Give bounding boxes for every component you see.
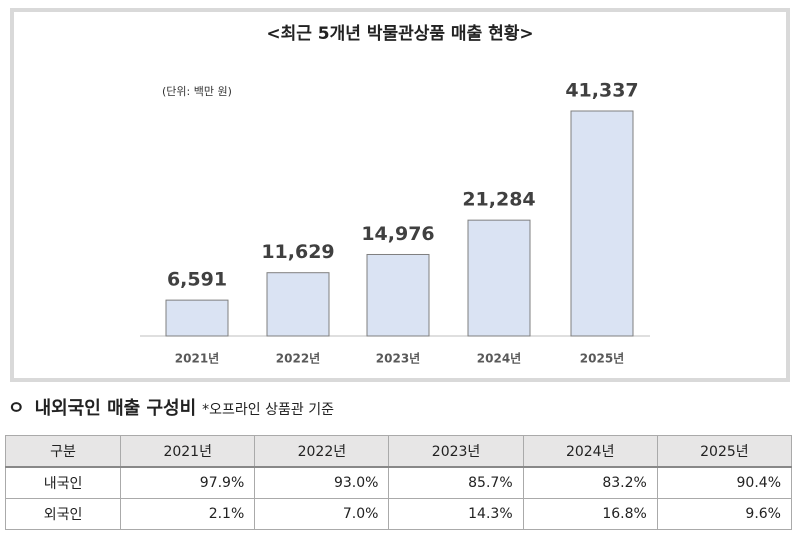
section-title: 내외국인 매출 구성비 [34, 398, 197, 419]
bar [467, 219, 531, 337]
x-tick-label: 2025년 [580, 352, 624, 366]
header-cell: 2024년 [522, 435, 658, 468]
table-cell: 2.1% [120, 498, 256, 530]
header-row: 구분 2021년 2022년 2023년 2024년 2025년 [4, 435, 793, 468]
section-note: *오프라인 상품관 기준 [202, 402, 334, 418]
table-cell: 9.6% [656, 498, 793, 530]
table-cell: 85.7% [388, 466, 524, 499]
table-cell: 90.4% [656, 466, 793, 499]
unit-note: (단위: 백만 원) [162, 85, 232, 98]
x-tick-label: 2022년 [276, 352, 320, 366]
x-tick-label: 2024년 [477, 352, 521, 366]
table-body: 내국인 97.9% 93.0% 85.7% 83.2% 90.4% 외국인 2.1% 7.0% 1… [4, 466, 793, 530]
x-tick-label: 2023년 [376, 352, 420, 366]
table-cell: 83.2% [522, 466, 658, 499]
bar [165, 299, 229, 337]
bar [570, 110, 634, 337]
value-label: 21,284 [462, 189, 535, 211]
x-tick-label: 2021년 [175, 352, 219, 366]
header-cell: 2022년 [254, 435, 390, 468]
chart: <최근 5개년 박물관상품 매출 현황> (단위: 백만 원) 6,591 202… [140, 24, 650, 366]
header-cell: 2021년 [120, 435, 256, 468]
table: 구분 2021년 2022년 2023년 2024년 2025년 내국인 97.9% 93.0%… [4, 435, 793, 530]
chart-title: <최근 5개년 박물관상품 매출 현황> [266, 24, 533, 44]
table-cell: 7.0% [254, 498, 390, 530]
table-cell: 93.0% [254, 466, 390, 499]
section-heading: ㅇ 내외국인 매출 구성비 *오프라인 상품관 기준 [8, 394, 334, 420]
table-row: 내국인 97.9% 93.0% 85.7% 83.2% 90.4% [4, 466, 793, 499]
chart-frame: <최근 5개년 박물관상품 매출 현황> (단위: 백만 원) 6,591 202… [10, 8, 790, 382]
table-cell: 외국인 [4, 498, 122, 530]
value-label: 11,629 [261, 241, 334, 263]
table-cell: 16.8% [522, 498, 658, 530]
bullet: ㅇ [8, 398, 25, 419]
table-row: 외국인 2.1% 7.0% 14.3% 16.8% 9.6% [4, 498, 793, 530]
table-cell: 97.9% [120, 466, 256, 499]
header-cell: 2025년 [656, 435, 793, 468]
header-cell: 구분 [4, 435, 122, 468]
value-label: 14,976 [361, 223, 434, 245]
table-cell: 14.3% [388, 498, 524, 530]
header-cell: 2023년 [388, 435, 524, 468]
value-label: 6,591 [167, 269, 227, 291]
value-label: 41,337 [565, 80, 638, 102]
table-cell: 내국인 [4, 466, 122, 499]
bar [366, 253, 430, 337]
bar [266, 272, 330, 337]
